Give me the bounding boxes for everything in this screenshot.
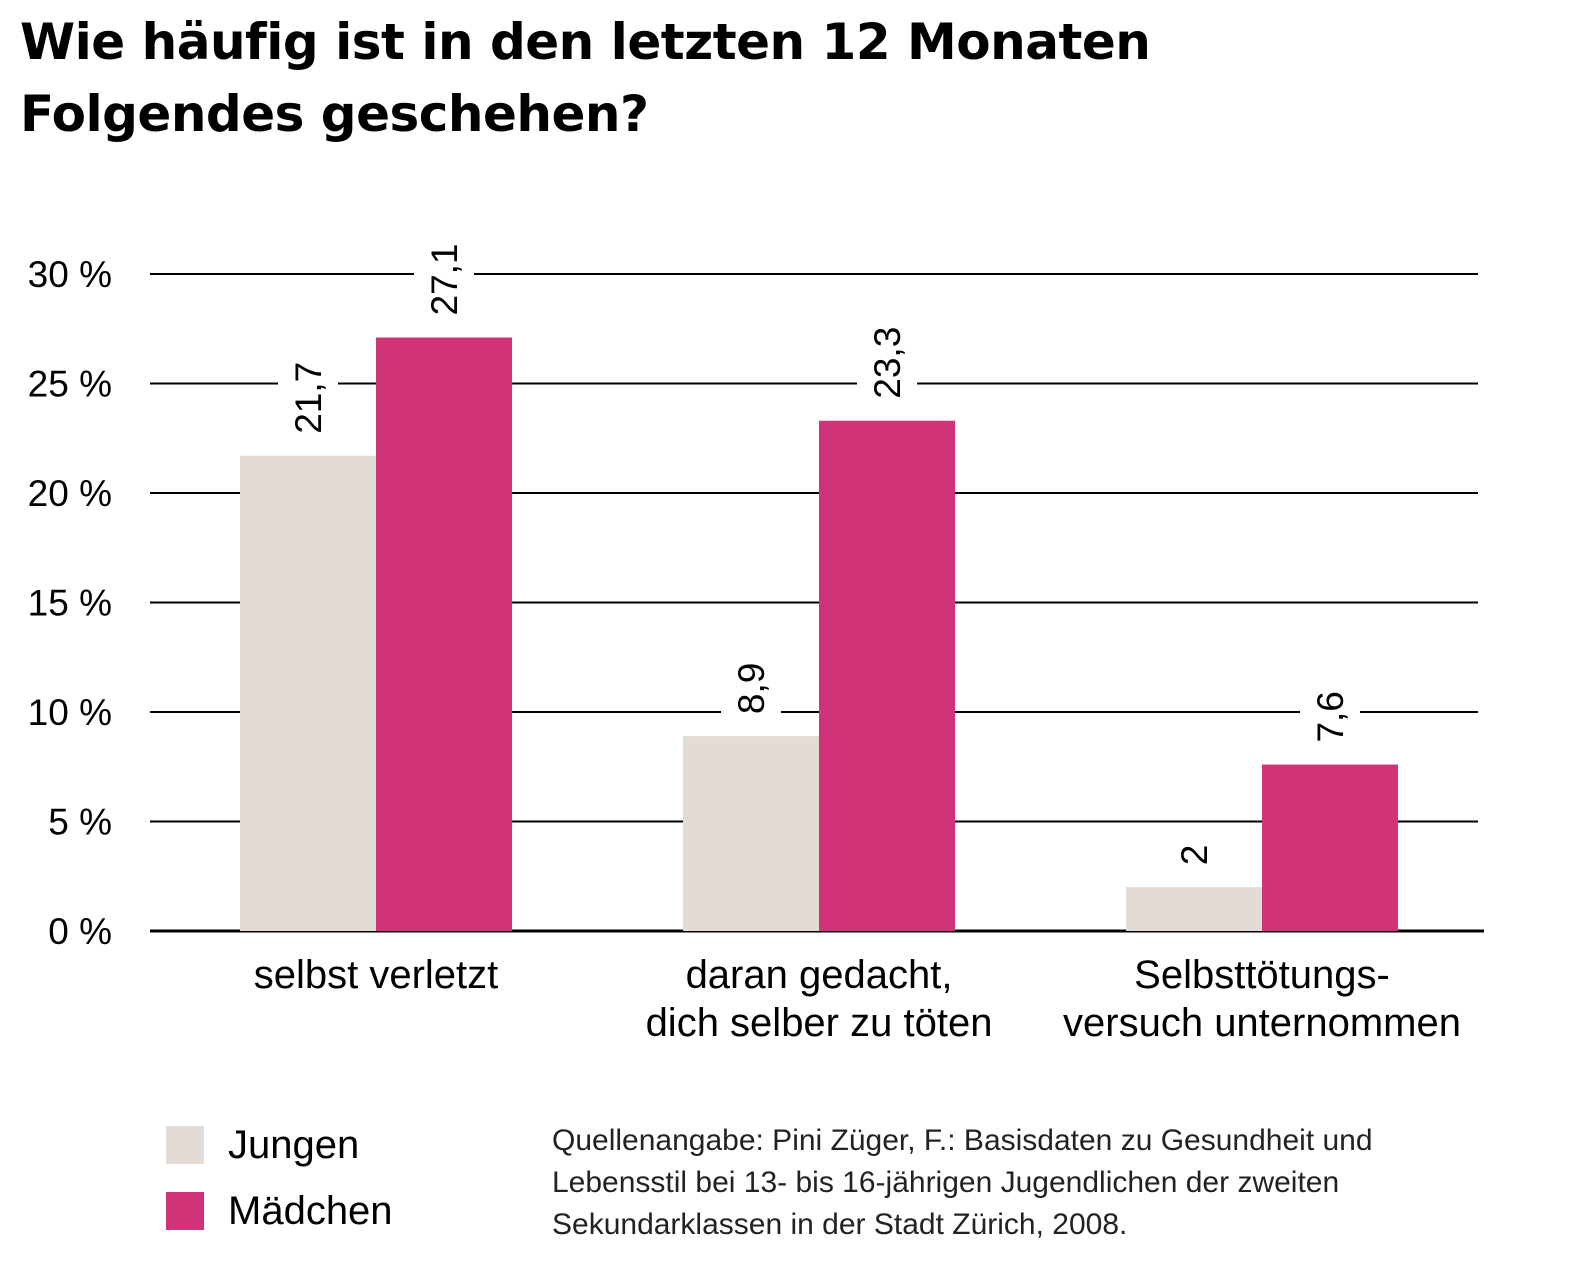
legend-label-maedchen: Mädchen: [228, 1188, 393, 1233]
value-label-maedchen-1: 27,1: [424, 243, 465, 315]
category-label-3-line-1: Selbsttötungs-: [1134, 953, 1390, 997]
y-tick-label-10: 10 %: [28, 692, 112, 733]
bar-maedchen-1: [376, 337, 512, 931]
bar-jungen-2: [683, 736, 819, 931]
y-tick-label-20: 20 %: [28, 473, 112, 514]
chart-title-line-1: Wie häufig ist in den letzten 12 Monaten: [20, 13, 1151, 71]
value-label-jungen-3: 2: [1174, 845, 1215, 866]
legend-swatch-jungen: [166, 1126, 204, 1164]
y-tick-label-0: 0 %: [48, 911, 112, 952]
category-label-2-line-1: daran gedacht,: [686, 953, 953, 997]
bar-maedchen-3: [1262, 764, 1398, 931]
bar-chart: 0 % 5 % 10 % 15 % 20 % 25 % 30 % 21,7 8,9 2 27,1 23…: [27, 215, 1484, 1045]
value-label-bg-maedchen-2: [857, 298, 917, 405]
source-line-3: Sekundarklassen in der Stadt Zürich, 200…: [552, 1208, 1128, 1241]
source-note: Quellenangabe: Pini Züger, F.: Basisdate…: [552, 1120, 1542, 1246]
value-label-jungen-2: 8,9: [731, 663, 772, 714]
chart-title: Wie häufig ist in den letzten 12 Monaten…: [20, 6, 1520, 150]
value-label-bg-maedchen-1: [414, 215, 474, 322]
value-label-jungen-1: 21,7: [288, 362, 329, 434]
bar-maedchen-2: [819, 420, 955, 931]
value-label-bg-jungen-1: [278, 333, 338, 440]
value-label-bg-jungen-3: [1164, 825, 1224, 872]
value-label-bg-maedchen-3: [1300, 662, 1360, 749]
chart-title-line-2: Folgendes geschehen?: [20, 85, 649, 143]
category-label-1-line-1: selbst verletzt: [254, 953, 499, 997]
legend-item-maedchen: Mädchen: [166, 1178, 393, 1244]
source-line-2: Lebensstil bei 13- bis 16-jährigen Jugen…: [552, 1166, 1340, 1199]
legend-item-jungen: Jungen: [166, 1112, 393, 1178]
value-label-maedchen-3: 7,6: [1310, 691, 1351, 742]
bar-jungen-1: [240, 455, 376, 931]
bar-jungen-3: [1126, 887, 1262, 931]
source-line-1: Quellenangabe: Pini Züger, F.: Basisdate…: [552, 1124, 1373, 1157]
y-tick-label-15: 15 %: [28, 583, 112, 624]
category-label-2-line-2: dich selber zu töten: [646, 1001, 993, 1045]
y-tick-label-5: 5 %: [48, 802, 112, 843]
legend-label-jungen: Jungen: [228, 1122, 360, 1167]
legend: Jungen Mädchen: [166, 1112, 393, 1244]
value-label-maedchen-2: 23,3: [867, 327, 908, 399]
legend-swatch-maedchen: [166, 1192, 204, 1230]
y-tick-label-30: 30 %: [28, 254, 112, 295]
value-label-bg-jungen-2: [721, 634, 781, 721]
y-tick-label-25: 25 %: [28, 364, 112, 405]
category-label-3-line-2: versuch unternommen: [1063, 1001, 1461, 1045]
